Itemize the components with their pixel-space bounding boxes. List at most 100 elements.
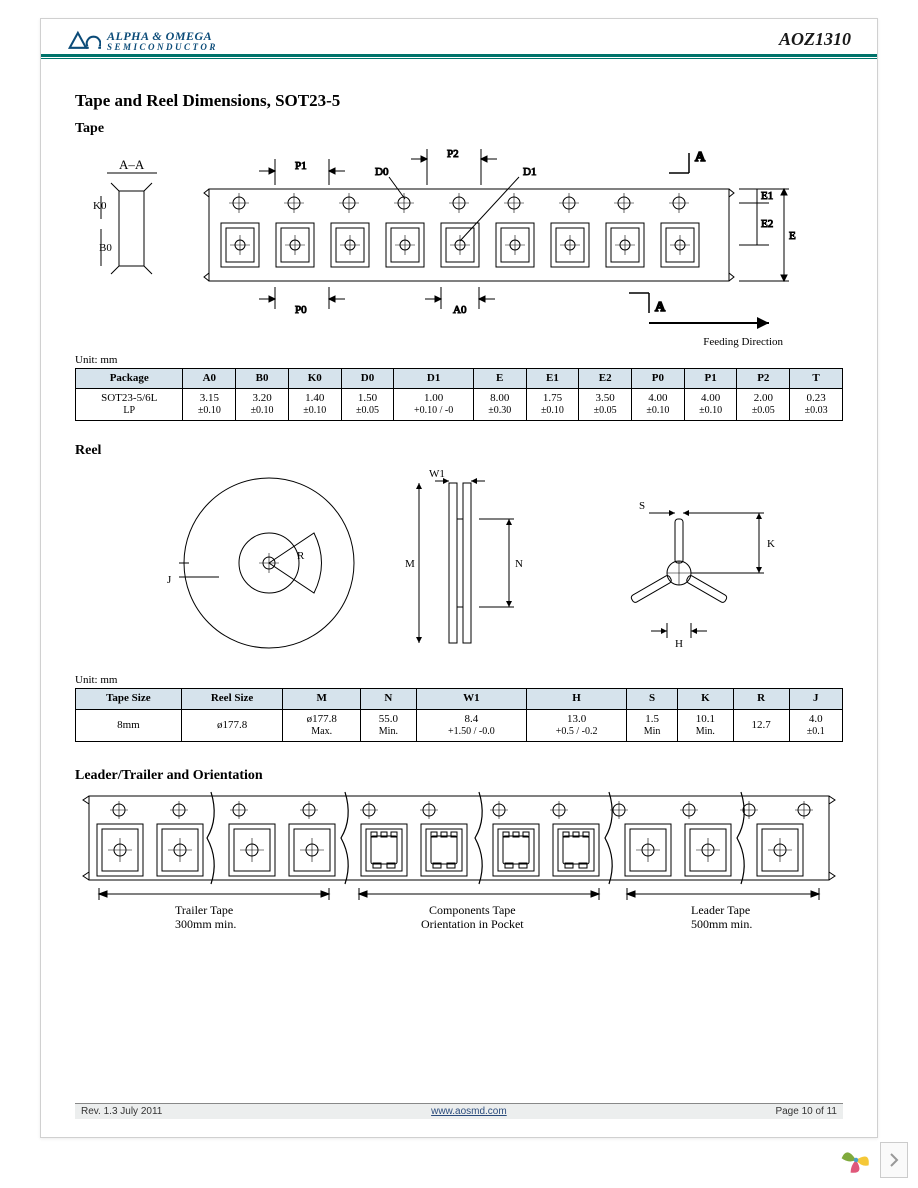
orientation-heading: Leader/Trailer and Orientation: [75, 768, 843, 784]
orientation-diagram-svg: Trailer Tape 300mm min. Components Tape …: [79, 788, 839, 938]
reel-heading: Reel: [75, 443, 843, 459]
table-cell: SOT23-5/6LLP: [76, 389, 183, 421]
footer-page: Page 10 of 11: [775, 1106, 837, 1117]
datasheet-page: ALPHA & OMEGA SEMICONDUCTOR AOZ1310 Tape…: [40, 18, 878, 1138]
table-cell: 4.00±0.10: [632, 389, 685, 421]
table-header: J: [789, 689, 842, 709]
table-header: Reel Size: [181, 689, 283, 709]
table-header: S: [627, 689, 678, 709]
table-cell: 8mm: [76, 709, 182, 741]
table-header: Package: [76, 369, 183, 389]
tape-diagram-svg: A–A K0 B0: [89, 141, 829, 331]
table-header: W1: [416, 689, 526, 709]
feeding-direction-label: Feeding Direction: [75, 336, 843, 348]
svg-text:W1: W1: [429, 468, 445, 480]
svg-text:K0: K0: [93, 200, 107, 212]
table-header: N: [360, 689, 416, 709]
svg-text:H: H: [675, 638, 683, 650]
page-header: ALPHA & OMEGA SEMICONDUCTOR AOZ1310: [41, 19, 877, 57]
table-cell: ø177.8Max.: [283, 709, 361, 741]
orientation-diagram: Trailer Tape 300mm min. Components Tape …: [75, 788, 843, 943]
table-cell: 1.40±0.10: [288, 389, 341, 421]
table-cell: 2.00±0.05: [737, 389, 790, 421]
table-header: Tape Size: [76, 689, 182, 709]
table-cell: 8.4+1.50 / -0.0: [416, 709, 526, 741]
svg-text:500mm min.: 500mm min.: [691, 917, 752, 931]
svg-text:M: M: [405, 558, 415, 570]
svg-text:P2: P2: [447, 148, 459, 160]
table-cell: 1.75±0.10: [526, 389, 579, 421]
table-cell: 1.50±0.05: [341, 389, 394, 421]
chevron-right-icon: [889, 1153, 899, 1167]
svg-text:Leader Tape: Leader Tape: [691, 903, 750, 917]
reel-diagram: R J W1 M N: [75, 463, 843, 668]
tape-diagram: A–A K0 B0: [75, 141, 843, 348]
viewer-nav: [838, 1142, 908, 1178]
table-header: K0: [288, 369, 341, 389]
table-header: D1: [394, 369, 474, 389]
table-cell: 3.50±0.05: [579, 389, 632, 421]
table-row: SOT23-5/6LLP3.15±0.103.20±0.101.40±0.101…: [76, 389, 843, 421]
table-header: P0: [632, 369, 685, 389]
tape-heading: Tape: [75, 121, 843, 137]
svg-text:S: S: [639, 500, 645, 512]
svg-text:Orientation in Pocket: Orientation in Pocket: [421, 917, 524, 931]
table-cell: 1.00+0.10 / -0: [394, 389, 474, 421]
table-cell: ø177.8: [181, 709, 283, 741]
table-cell: 4.00±0.10: [684, 389, 737, 421]
svg-text:N: N: [515, 558, 523, 570]
table-cell: 4.0±0.1: [789, 709, 842, 741]
table-header: P2: [737, 369, 790, 389]
table-cell: 3.15±0.10: [183, 389, 236, 421]
table-header: A0: [183, 369, 236, 389]
svg-text:A: A: [655, 300, 666, 315]
section-aa-label: A–A: [119, 157, 145, 172]
table-header: P1: [684, 369, 737, 389]
svg-text:Trailer Tape: Trailer Tape: [175, 903, 233, 917]
alpha-omega-logo-icon: [67, 30, 101, 52]
tape-dimensions-table: PackageA0B0K0D0D1EE1E2P0P1P2T SOT23-5/6L…: [75, 368, 843, 421]
footer-url: www.aosmd.com: [431, 1106, 507, 1117]
table-row: 8mmø177.8ø177.8Max.55.0Min.8.4+1.50 / -0…: [76, 709, 843, 741]
table-header: T: [790, 369, 843, 389]
svg-text:A0: A0: [453, 304, 467, 316]
svg-text:Components Tape: Components Tape: [429, 903, 516, 917]
company-logo: ALPHA & OMEGA SEMICONDUCTOR: [67, 30, 218, 52]
svg-text:K: K: [767, 538, 775, 550]
svg-text:E2: E2: [761, 218, 773, 230]
svg-text:300mm min.: 300mm min.: [175, 917, 236, 931]
part-number: AOZ1310: [779, 29, 851, 52]
table-cell: 8.00±0.30: [473, 389, 526, 421]
table-cell: 1.5Min: [627, 709, 678, 741]
company-name: ALPHA & OMEGA SEMICONDUCTOR: [107, 30, 218, 52]
table-header: E1: [526, 369, 579, 389]
reel-table-unit: Unit: mm: [75, 674, 843, 686]
reel-dimensions-table: Tape SizeReel SizeMNW1HSKRJ 8mmø177.8ø17…: [75, 688, 843, 741]
svg-text:E1: E1: [761, 190, 773, 202]
table-header: K: [677, 689, 733, 709]
table-cell: 12.7: [733, 709, 789, 741]
table-header: E: [473, 369, 526, 389]
table-header: R: [733, 689, 789, 709]
svg-text:D0: D0: [375, 166, 389, 178]
next-page-button[interactable]: [880, 1142, 908, 1178]
svg-text:D1: D1: [523, 166, 536, 178]
table-header: D0: [341, 369, 394, 389]
page-title: Tape and Reel Dimensions, SOT23-5: [75, 91, 843, 111]
page-footer: Rev. 1.3 July 2011 www.aosmd.com Page 10…: [75, 1103, 843, 1119]
svg-text:E: E: [789, 230, 796, 242]
table-cell: 13.0+0.5 / -0.2: [526, 709, 626, 741]
svg-text:R: R: [297, 550, 305, 562]
table-cell: 10.1Min.: [677, 709, 733, 741]
table-header: B0: [236, 369, 289, 389]
svg-text:P0: P0: [295, 304, 307, 316]
table-header: E2: [579, 369, 632, 389]
table-cell: 55.0Min.: [360, 709, 416, 741]
svg-text:P1: P1: [295, 160, 307, 172]
table-cell: 0.23±0.03: [790, 389, 843, 421]
table-header: M: [283, 689, 361, 709]
svg-text:A: A: [695, 150, 706, 165]
table-cell: 3.20±0.10: [236, 389, 289, 421]
svg-text:J: J: [167, 574, 172, 586]
viewer-logo-icon: [838, 1142, 874, 1178]
